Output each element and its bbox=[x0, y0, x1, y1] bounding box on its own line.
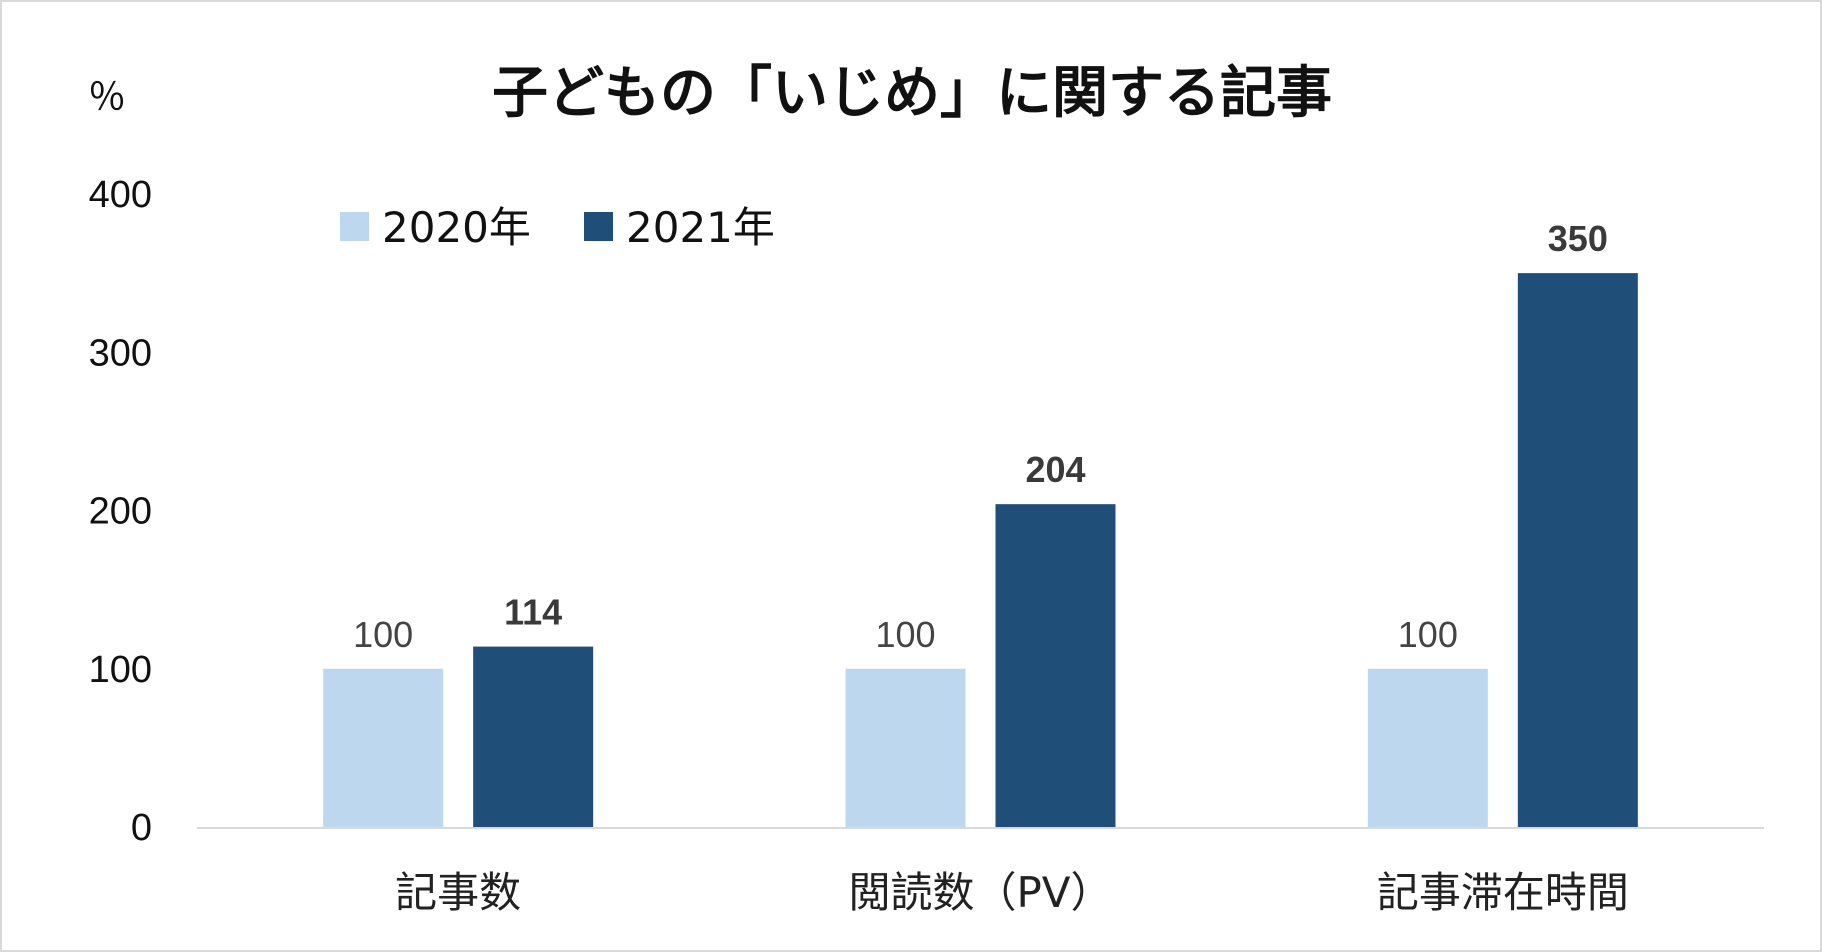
x-category-label: 記事滞在時間 bbox=[1377, 868, 1629, 917]
y-tick-label: 0 bbox=[131, 807, 152, 849]
plot-area: 0 100 200 300 400 100 114 記事数 100 204 閲読数（PV） 100 35… bbox=[89, 174, 1764, 917]
y-tick-label: 200 bbox=[89, 491, 152, 533]
data-label: 100 bbox=[875, 614, 935, 655]
x-category-label: 記事数 bbox=[395, 868, 521, 917]
data-label: 350 bbox=[1548, 218, 1608, 259]
y-tick-label: 100 bbox=[89, 649, 152, 691]
data-label: 100 bbox=[1398, 614, 1458, 655]
y-tick-label: 400 bbox=[89, 174, 152, 216]
y-tick-label: 300 bbox=[89, 332, 152, 374]
legend-label: 2021年 bbox=[626, 203, 775, 252]
bar-2020 bbox=[845, 668, 966, 827]
legend-swatch bbox=[340, 212, 369, 241]
data-label: 204 bbox=[1025, 449, 1085, 490]
bar-2021 bbox=[995, 504, 1116, 827]
bar-2021 bbox=[1517, 273, 1638, 827]
data-label: 114 bbox=[504, 592, 562, 633]
legend-label: 2020年 bbox=[382, 203, 531, 252]
data-label: 100 bbox=[353, 614, 413, 655]
x-category-label: 閲読数（PV） bbox=[848, 868, 1112, 917]
bar-2020 bbox=[1367, 668, 1488, 827]
chart-title: 子どもの「いじめ」に関する記事 bbox=[492, 61, 1332, 126]
y-unit-label: ％ bbox=[88, 75, 126, 119]
bar-2021 bbox=[473, 646, 594, 827]
legend-swatch bbox=[584, 212, 613, 241]
bar-2020 bbox=[323, 668, 444, 827]
